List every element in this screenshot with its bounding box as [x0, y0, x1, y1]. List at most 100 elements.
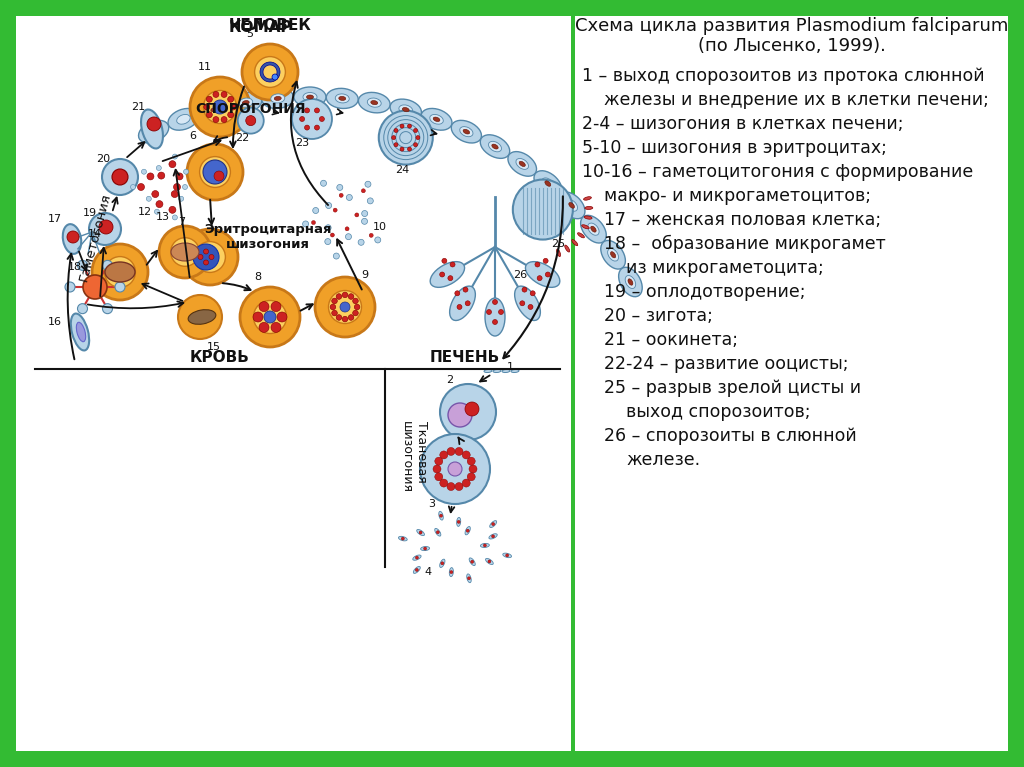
- Circle shape: [173, 183, 180, 190]
- Ellipse shape: [421, 108, 452, 130]
- Text: 12: 12: [138, 207, 152, 217]
- Circle shape: [240, 287, 300, 347]
- Ellipse shape: [469, 558, 475, 565]
- Circle shape: [333, 208, 337, 212]
- Ellipse shape: [493, 370, 501, 373]
- Ellipse shape: [488, 534, 498, 539]
- Circle shape: [314, 125, 319, 130]
- Circle shape: [361, 210, 368, 216]
- Ellipse shape: [545, 181, 551, 186]
- Circle shape: [391, 136, 395, 140]
- Circle shape: [230, 104, 237, 110]
- Text: 18: 18: [68, 262, 82, 272]
- Text: 15: 15: [207, 342, 221, 352]
- Text: 4: 4: [424, 567, 431, 577]
- Ellipse shape: [239, 98, 253, 107]
- Circle shape: [414, 143, 418, 146]
- Circle shape: [331, 233, 335, 237]
- Circle shape: [439, 272, 444, 277]
- Circle shape: [102, 260, 113, 270]
- Circle shape: [340, 302, 350, 312]
- Circle shape: [337, 184, 343, 190]
- Ellipse shape: [568, 202, 574, 208]
- Circle shape: [141, 170, 146, 174]
- Ellipse shape: [199, 99, 230, 120]
- Text: 23: 23: [295, 138, 309, 148]
- Ellipse shape: [571, 239, 578, 245]
- Ellipse shape: [270, 94, 285, 103]
- Ellipse shape: [368, 98, 381, 107]
- Circle shape: [416, 568, 419, 571]
- Circle shape: [492, 522, 495, 525]
- Text: 14: 14: [88, 229, 102, 239]
- Circle shape: [375, 237, 381, 243]
- Circle shape: [493, 299, 498, 304]
- Circle shape: [492, 535, 495, 538]
- Circle shape: [304, 108, 309, 113]
- Circle shape: [336, 314, 342, 321]
- Circle shape: [463, 287, 468, 292]
- Circle shape: [209, 255, 214, 259]
- Circle shape: [457, 520, 460, 523]
- Circle shape: [102, 159, 138, 195]
- Circle shape: [471, 560, 474, 563]
- Ellipse shape: [141, 110, 163, 149]
- Ellipse shape: [460, 127, 473, 137]
- Circle shape: [99, 220, 113, 234]
- Circle shape: [83, 275, 106, 299]
- Circle shape: [355, 213, 358, 217]
- Circle shape: [315, 277, 375, 337]
- Text: 24: 24: [394, 165, 409, 175]
- Ellipse shape: [480, 543, 489, 548]
- Circle shape: [292, 99, 332, 139]
- Ellipse shape: [421, 547, 430, 551]
- Circle shape: [169, 206, 176, 213]
- Ellipse shape: [274, 97, 282, 100]
- Circle shape: [178, 295, 222, 339]
- Text: 7: 7: [178, 217, 185, 227]
- Ellipse shape: [564, 245, 569, 252]
- Ellipse shape: [413, 555, 421, 560]
- Ellipse shape: [484, 370, 492, 373]
- Circle shape: [424, 547, 427, 550]
- Circle shape: [469, 465, 477, 473]
- Text: макро- и микрогаметоцитов;: макро- и микрогаметоцитов;: [604, 187, 871, 205]
- Circle shape: [157, 166, 162, 170]
- Circle shape: [408, 147, 412, 151]
- Circle shape: [115, 282, 125, 292]
- Text: Гаметогония: Гаметогония: [77, 192, 113, 282]
- Circle shape: [326, 225, 331, 231]
- Ellipse shape: [168, 108, 199, 130]
- Circle shape: [546, 272, 550, 277]
- Circle shape: [146, 196, 152, 201]
- Text: 17: 17: [48, 214, 62, 224]
- Ellipse shape: [565, 199, 578, 211]
- Circle shape: [439, 451, 447, 459]
- Circle shape: [182, 185, 187, 189]
- Circle shape: [538, 275, 542, 281]
- Text: 17 – женская половая клетка;: 17 – женская половая клетка;: [604, 211, 881, 229]
- Text: 19 – оплодотворение;: 19 – оплодотворение;: [604, 283, 806, 301]
- Circle shape: [187, 144, 243, 200]
- Circle shape: [447, 482, 455, 491]
- Circle shape: [303, 221, 308, 227]
- Text: 25: 25: [551, 239, 565, 249]
- Ellipse shape: [208, 105, 221, 114]
- Ellipse shape: [414, 566, 420, 574]
- Text: 21 – оокинета;: 21 – оокинета;: [604, 331, 738, 349]
- Ellipse shape: [519, 161, 525, 166]
- Circle shape: [253, 312, 263, 322]
- Ellipse shape: [485, 558, 494, 565]
- Circle shape: [361, 189, 366, 193]
- Text: СПОРОГОНИЯ: СПОРОГОНИЯ: [195, 102, 305, 116]
- Ellipse shape: [591, 226, 596, 232]
- Ellipse shape: [177, 114, 190, 124]
- Circle shape: [455, 291, 460, 296]
- Circle shape: [436, 531, 439, 534]
- Circle shape: [365, 181, 371, 187]
- Circle shape: [152, 190, 159, 198]
- Ellipse shape: [211, 107, 218, 112]
- Text: 22: 22: [234, 133, 249, 143]
- Ellipse shape: [480, 135, 510, 158]
- Bar: [16, 16, 571, 751]
